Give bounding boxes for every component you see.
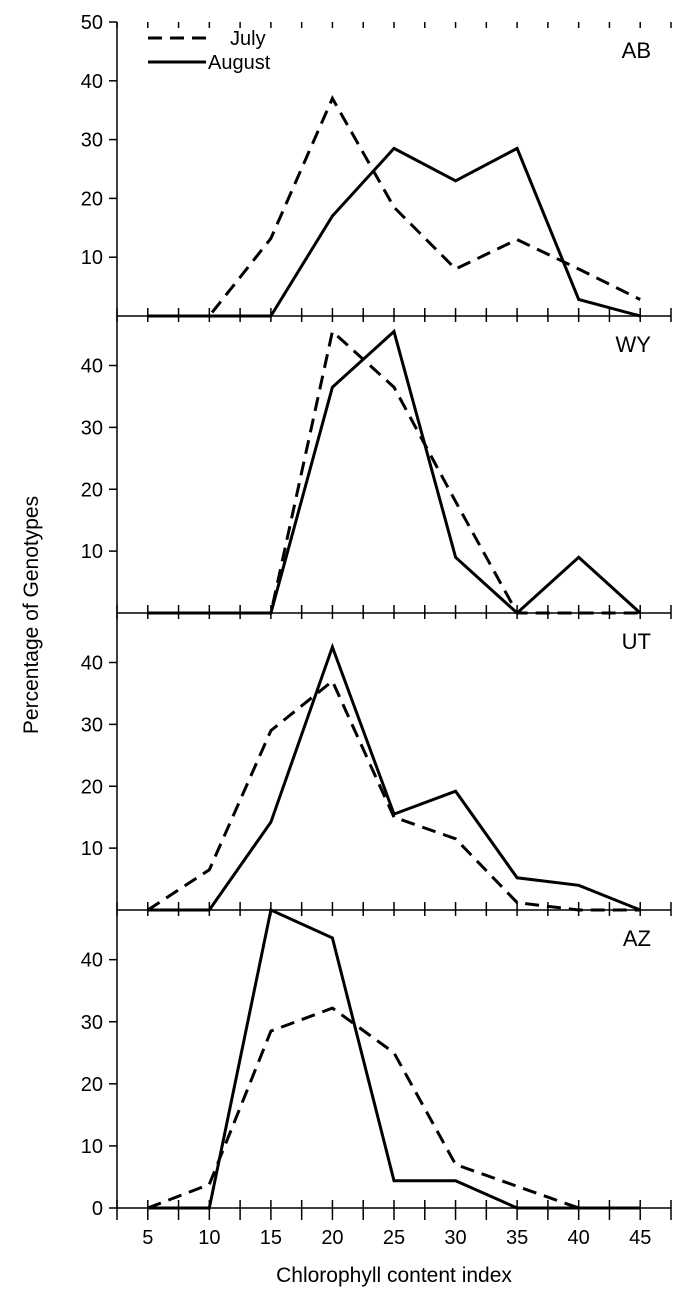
x-tick-label: 25: [383, 1227, 405, 1249]
x-tick-label: 45: [629, 1227, 651, 1249]
y-tick-label: 30: [81, 714, 103, 736]
x-tick-label: 10: [198, 1227, 220, 1249]
x-tick-label: 40: [568, 1227, 590, 1249]
series-layer: [146, 95, 642, 1210]
x-tick-label: 15: [260, 1227, 282, 1249]
series-july-ut: [146, 678, 641, 912]
y-axis-title: Percentage of Genotypes: [20, 496, 43, 734]
series-july-az: [147, 1006, 641, 1210]
panel-label-wy: WY: [616, 332, 652, 357]
panel-label-az: AZ: [623, 926, 651, 951]
y-tick-label: 30: [81, 130, 103, 152]
y-tick-label: 40: [81, 356, 103, 378]
panel-label-ut: UT: [622, 629, 651, 654]
y-tick-label: 30: [81, 1012, 103, 1034]
labels-layer: 10 20 30 40 50 AB 10 20 30 40 WY 10 20 30 40 UT 0 10 20 30 4…: [81, 12, 652, 1249]
x-tick-label: 30: [444, 1227, 466, 1249]
series-august-az: [147, 907, 641, 1210]
y-tick-label: 10: [81, 247, 103, 269]
series-july-ab: [147, 95, 641, 318]
series-august-ut: [147, 642, 641, 912]
y-tick-label: 20: [81, 776, 103, 798]
y-tick-label: 40: [81, 71, 103, 93]
y-tick-label: 20: [81, 1074, 103, 1096]
y-tick-label: 10: [81, 1136, 103, 1158]
series-august-wy: [147, 328, 642, 616]
legend-label-july: July: [230, 28, 266, 50]
panel-label-ab: AB: [622, 38, 651, 63]
y-tick-label: 0: [92, 1198, 103, 1220]
y-tick-label: 20: [81, 479, 103, 501]
series-august-ab: [147, 146, 641, 318]
series-july-wy: [147, 328, 641, 615]
x-tick-label: 20: [321, 1227, 343, 1249]
y-tick-label: 20: [81, 188, 103, 210]
x-axis-title: Chlorophyll content index: [276, 1264, 512, 1287]
y-tick-label: 40: [81, 653, 103, 675]
y-tick-label: 10: [81, 838, 103, 860]
y-tick-label: 10: [81, 541, 103, 563]
legend-label-august: August: [208, 52, 271, 74]
y-tick-label: 40: [81, 950, 103, 972]
x-tick-label: 5: [142, 1227, 153, 1249]
y-tick-label: 50: [81, 12, 103, 34]
y-tick-label: 30: [81, 417, 103, 439]
x-tick-label: 35: [506, 1227, 528, 1249]
